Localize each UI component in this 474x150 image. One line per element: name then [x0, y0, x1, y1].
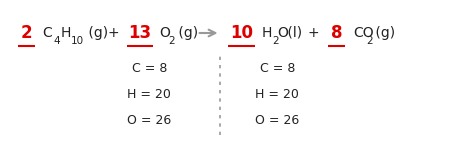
- Text: 2: 2: [366, 36, 373, 46]
- Text: (l): (l): [283, 26, 301, 40]
- Text: O: O: [277, 26, 288, 40]
- Text: 2: 2: [20, 24, 32, 42]
- Text: C = 8: C = 8: [260, 63, 295, 75]
- Text: 10: 10: [71, 36, 84, 46]
- Text: (g): (g): [371, 26, 395, 40]
- Text: H: H: [262, 26, 272, 40]
- Text: O = 26: O = 26: [255, 114, 300, 126]
- Text: H: H: [60, 26, 71, 40]
- Text: O = 26: O = 26: [127, 114, 172, 126]
- Text: C = 8: C = 8: [132, 63, 167, 75]
- Text: 2: 2: [169, 36, 175, 46]
- Text: O: O: [159, 26, 170, 40]
- Text: 8: 8: [331, 24, 342, 42]
- Text: H = 20: H = 20: [255, 88, 299, 101]
- Text: C: C: [43, 26, 53, 40]
- Text: 4: 4: [54, 36, 60, 46]
- Text: (g): (g): [84, 26, 109, 40]
- Text: 2: 2: [272, 36, 279, 46]
- Text: CO: CO: [353, 26, 374, 40]
- Text: 10: 10: [230, 24, 253, 42]
- Text: H = 20: H = 20: [128, 88, 171, 101]
- Text: +: +: [108, 26, 119, 40]
- Text: 13: 13: [128, 24, 151, 42]
- Text: +: +: [307, 26, 319, 40]
- Text: (g): (g): [174, 26, 198, 40]
